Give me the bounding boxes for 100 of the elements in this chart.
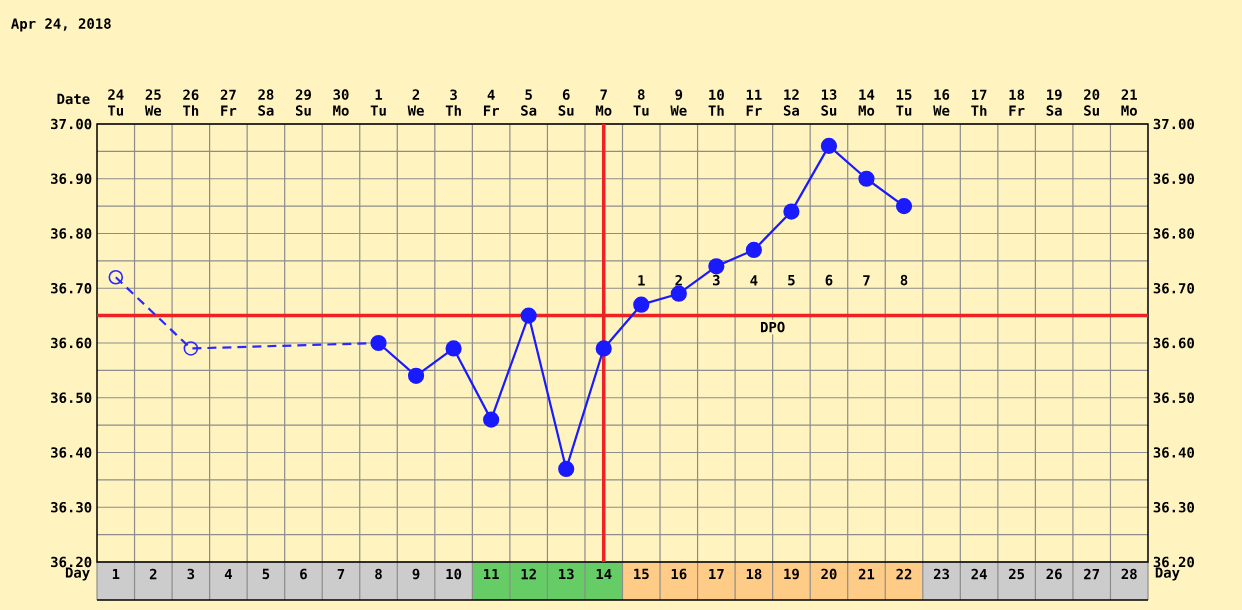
point: [895, 198, 913, 215]
y-tick-label: 36.70: [51, 282, 92, 294]
y-tick-label: 36.50: [51, 392, 92, 404]
point: [445, 340, 462, 357]
x2-tick-label: 19 Sa: [1046, 89, 1062, 116]
x-tick-label: 13: [559, 568, 574, 580]
x-tick-label: 25: [1009, 568, 1025, 580]
point: [407, 367, 425, 384]
chart-title: Apr 24, 2018: [11, 18, 111, 32]
x2-tick-label: 9 We: [670, 89, 687, 116]
x-tick-label: 18: [746, 568, 762, 580]
point: [783, 203, 800, 220]
point: [633, 296, 650, 313]
annotation: 3: [713, 274, 720, 286]
x2-tick-label: 13 Su: [821, 89, 837, 116]
x2-tick-label: 11 Fr: [746, 89, 762, 116]
x2-tick-label: 6 Su: [558, 89, 574, 116]
x-tick-label: 26: [1046, 568, 1062, 580]
x2-axis-title: Date: [57, 93, 90, 105]
x2-tick-label: 18 Fr: [1009, 89, 1025, 116]
y-tick-label: 36.60: [51, 337, 92, 349]
y2-tick-label: 36.40: [1153, 447, 1194, 458]
x-tick-label: 15: [634, 568, 649, 580]
x-tick-label: 20: [821, 568, 837, 580]
x-axis-title: Day: [65, 567, 90, 581]
x2-tick-label: 1 Tu: [370, 89, 386, 116]
x2-tick-label: 2 We: [407, 89, 424, 116]
y2-tick-label: 36.20: [1153, 556, 1194, 568]
x-tick-label: 12: [521, 568, 536, 580]
annotation: 5: [788, 275, 795, 286]
x2-tick-label: 21 Mo: [1121, 89, 1137, 116]
point: [745, 241, 762, 259]
x2-tick-label: 10 Th: [708, 89, 724, 116]
x-tick-label: 9: [412, 568, 420, 580]
x-tick-label: 6: [300, 568, 307, 580]
point: [595, 340, 612, 357]
x2-tick-label: 12 Sa: [783, 89, 799, 116]
x-tick-label: 17: [709, 568, 724, 580]
x-tick-label: 27: [1084, 568, 1100, 580]
x2-tick-label: 28 Sa: [258, 89, 274, 116]
y2-tick-label: 36.60: [1153, 337, 1194, 349]
annotation: 6: [825, 274, 833, 286]
text: Day: [1155, 567, 1180, 581]
point: [558, 460, 575, 478]
x-tick-label: 22: [896, 568, 912, 580]
point: [483, 411, 500, 428]
x2-tick-label: 14 Mo: [858, 89, 875, 116]
y2-tick-label: 36.70: [1153, 282, 1194, 294]
point: [183, 341, 199, 356]
point: [520, 307, 537, 324]
y2-tick-label: 36.90: [1153, 173, 1194, 185]
x2-tick-label: 20 Su: [1084, 89, 1100, 116]
point: [858, 170, 875, 187]
x-tick-label: 10: [446, 568, 462, 580]
x2-tick-label: 8 Tu: [633, 89, 649, 116]
annotation: DPO: [760, 321, 785, 333]
x2-tick-label: 25 We: [144, 89, 162, 116]
y-tick-label: 36.30: [51, 501, 92, 513]
x2-tick-label: 26 Th: [183, 89, 199, 116]
x2-tick-label: 4 Fr: [483, 89, 499, 116]
point: [370, 334, 387, 352]
x-tick-label: 1: [112, 568, 120, 580]
x2-tick-label: 5 Sa: [521, 89, 537, 116]
x-tick-label: 24: [971, 568, 987, 580]
x2-tick-label: 30 Mo: [333, 89, 349, 116]
y2-tick-label: 36.80: [1153, 228, 1194, 239]
x2-tick-label: 27 Fr: [220, 89, 237, 116]
point: [670, 285, 687, 302]
x2-tick-label: 16 We: [933, 89, 950, 116]
x-tick-label: 14: [596, 568, 612, 580]
point: [820, 137, 838, 154]
x-tick-label: 2: [149, 568, 157, 580]
x2-tick-label: 7 Mo: [595, 89, 612, 116]
y-tick-label: 36.20: [51, 556, 92, 568]
y2-tick-label: 37.00: [1153, 118, 1194, 130]
annotation: 1: [638, 275, 645, 286]
x2-tick-label: 24 Tu: [107, 89, 124, 116]
annotation: 7: [863, 275, 870, 286]
x-tick-label: 4: [224, 568, 232, 580]
x-tick-label: 19: [784, 568, 799, 580]
x-tick-label: 23: [933, 568, 950, 580]
x2-tick-label: 3 Th: [445, 89, 461, 116]
x2-tick-label: 15 Tu: [896, 89, 912, 116]
x2-tick-label: 29 Su: [295, 89, 311, 116]
y-tick-label: 36.40: [51, 447, 92, 458]
annotation: 2: [675, 275, 682, 286]
y2-tick-label: 36.50: [1153, 392, 1194, 404]
y-tick-label: 36.90: [51, 173, 92, 185]
x-tick-label: 21: [858, 568, 875, 580]
x-tick-label: 3: [187, 568, 195, 580]
y-tick-label: 37.00: [51, 118, 92, 130]
y-tick-label: 36.80: [51, 228, 92, 239]
point: [108, 269, 124, 285]
x-tick-label: 8: [375, 568, 382, 580]
x-tick-label: 7: [337, 568, 345, 580]
x-tick-label: 5: [262, 568, 270, 580]
y2-tick-label: 36.30: [1153, 501, 1194, 513]
x-tick-label: 16: [671, 568, 687, 580]
x2-tick-label: 17 Th: [971, 89, 987, 116]
annotation: 8: [900, 274, 908, 286]
